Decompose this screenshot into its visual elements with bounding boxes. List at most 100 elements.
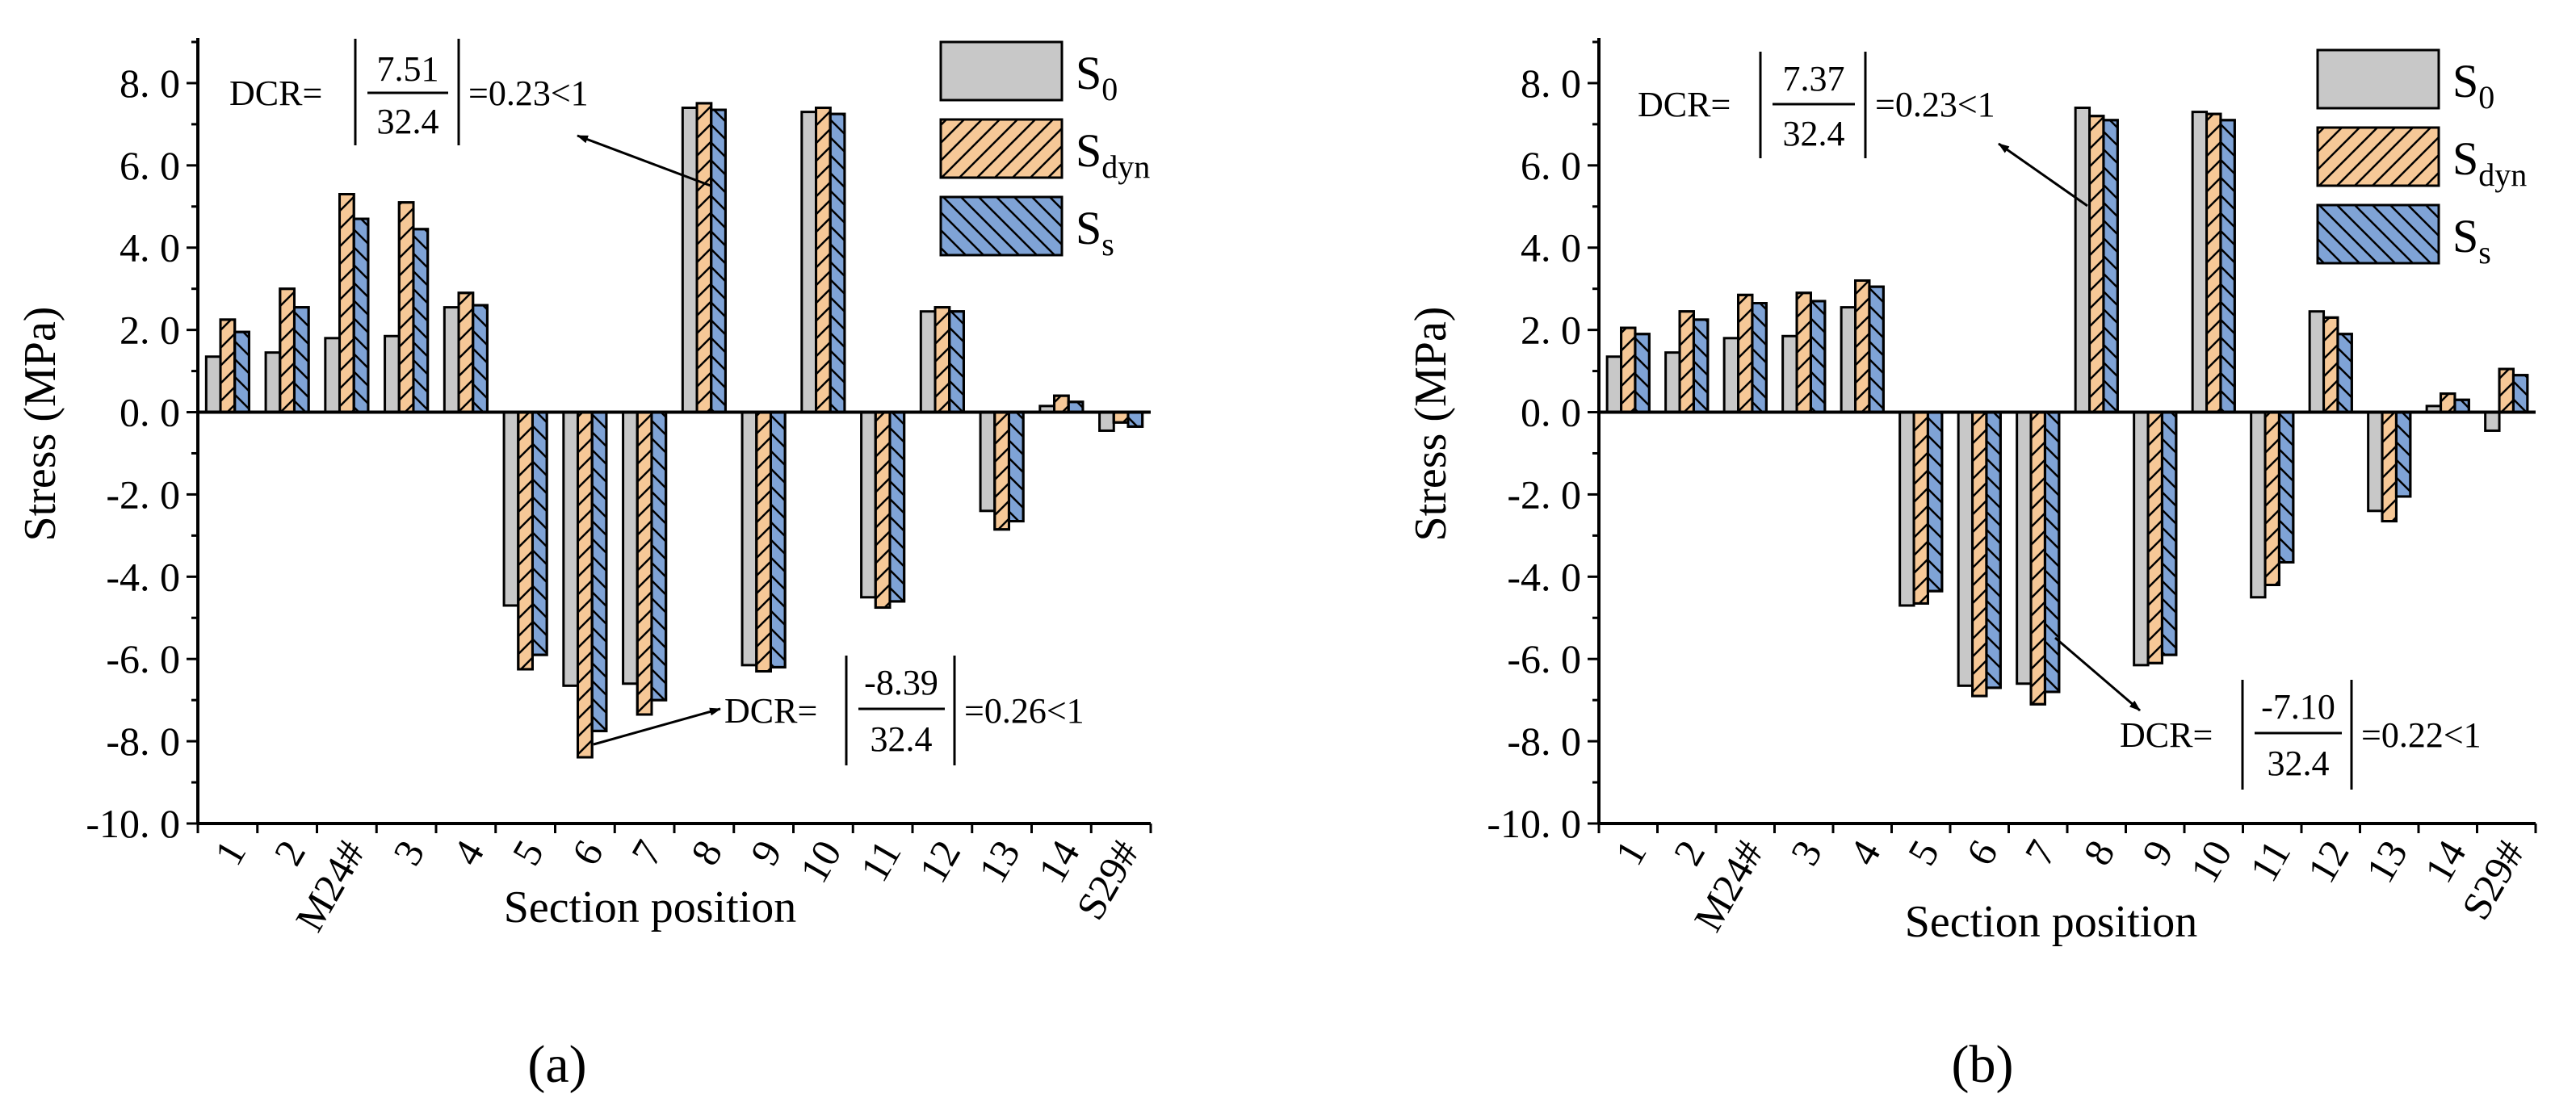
bar-s0-6 [562,411,580,687]
annotation-arrow [2054,636,2141,712]
bar-s0-12 [2308,310,2326,414]
bar-s0-3 [1781,334,1798,414]
x-tick-label-7: 7 [2016,832,2065,873]
x-tick-label-5: 5 [1898,832,1948,873]
bar-hatch-sdyn-7 [636,411,653,716]
legend-label-sdyn: Sdyn [1076,124,1150,185]
dcr-result: =0.26<1 [964,691,1085,731]
bar-hatch-ss-12 [948,310,965,414]
bar-hatch-ss-7 [650,411,668,702]
x-tick-label-12: 12 [910,832,969,890]
bar-s0-4 [443,306,460,414]
legend-label-s0: S0 [2452,55,2494,115]
x-tick-label-7: 7 [623,832,672,873]
y-tick-label: 0. 0 [1521,390,1581,435]
bar-hatch-ss-8 [2102,119,2119,414]
dcr-numerator: -7.10 [2261,687,2335,727]
y-axis-title-a: Stress (MPa) [15,307,65,542]
bar-hatch-sdyn-5 [1912,411,1929,605]
bar-s0-10 [2191,111,2209,414]
x-tick-label-5: 5 [503,832,552,873]
bar-hatch-ss-1 [1634,333,1651,414]
x-tick-label-6: 6 [1957,832,2007,873]
bar-hatch-ss-10 [829,112,846,414]
bar-s0-2 [264,351,282,414]
dcr-prefix: DCR= [1638,85,1731,124]
x-tick-label-1: 1 [205,832,254,873]
bar-hatch-sdyn-8 [2088,115,2105,414]
x-tick-label-1: 1 [1606,832,1655,873]
y-tick-label: -6. 0 [106,636,180,681]
bar-hatch-sdyn-M24# [1737,293,1754,414]
bar-hatch-sdyn-13 [993,411,1010,531]
legend-label-sdyn: Sdyn [2452,132,2527,193]
bar-hatch-ss-2 [292,306,310,414]
x-tick-label-3: 3 [384,832,434,873]
bar-s0-M24# [324,337,342,414]
bar-hatch-ss-12 [2336,333,2353,414]
y-tick-label: 6. 0 [1521,143,1581,188]
y-tick-label: -4. 0 [1507,554,1581,599]
legend-label-ss: Ss [2452,210,2491,270]
bar-hatch-ss-M24# [352,217,370,414]
x-tick-label-13: 13 [970,832,1029,890]
x-tick-label-14: 14 [1029,832,1088,890]
bar-hatch-sdyn-1 [1620,326,1637,414]
bar-hatch-sdyn-8 [695,102,713,414]
bar-hatch-ss-13 [1007,411,1025,523]
bar-hatch-sdyn-1 [219,318,237,414]
bar-hatch-ss-9 [2160,411,2178,656]
legend-hatch-ss [939,195,1064,257]
dcr-prefix: DCR= [724,691,817,731]
x-tick-label-3: 3 [1781,832,1831,873]
legend-swatch-s0 [939,40,1064,102]
bar-hatch-sdyn-14 [1053,394,1070,414]
bar-s0-7 [2016,411,2033,685]
dcr-result: =0.23<1 [468,73,589,113]
bar-s0-7 [622,411,639,685]
dcr-annotation-lower-a: DCR= -8.39 32.4 =0.26<1 [593,656,1085,765]
x-tick-label-11: 11 [851,832,910,889]
bar-hatch-ss-6 [590,411,608,732]
bar-hatch-ss-2 [1692,318,1710,414]
bar-hatch-sdyn-6 [1971,411,1988,698]
bar-hatch-sdyn-14 [2440,392,2456,414]
bar-s0-6 [1957,411,1974,687]
dcr-denominator: 32.4 [1783,114,1845,153]
bar-s0-2 [1664,351,1681,414]
bar-hatch-sdyn-M24# [338,193,355,414]
bar-hatch-ss-5 [1926,411,1944,593]
y-tick-label: -8. 0 [106,719,180,764]
bar-hatch-ss-7 [2043,411,2061,694]
dcr-prefix: DCR= [229,73,322,113]
y-tick-label: 8. 0 [120,61,180,106]
legend-label-ss: Ss [1076,202,1114,262]
y-tick-label: -2. 0 [1507,471,1581,517]
x-tick-label-8: 8 [682,832,731,873]
dcr-annotation-upper-a: DCR= 7.51 32.4 =0.23<1 [229,39,711,187]
bar-hatch-sdyn-11 [874,411,892,610]
y-tick-label: 8. 0 [1521,61,1581,106]
x-tick-label-2: 2 [265,832,314,873]
dcr-annotation-upper-b: DCR= 7.37 32.4 =0.23<1 [1638,52,2088,207]
y-tick-label: 2. 0 [120,308,180,353]
bar-s0-M24# [1722,337,1740,414]
bar-hatch-ss-13 [2394,411,2412,498]
bar-hatch-sdyn-S29# [2498,367,2515,414]
bar-s0-13 [979,411,996,513]
bar-hatch-ss-11 [888,411,906,603]
bar-hatch-sdyn-3 [1795,291,1812,414]
bar-s0-11 [2250,411,2267,599]
bar-hatch-sdyn-4 [457,291,475,414]
dcr-annotation-lower-b: DCR= -7.10 32.4 =0.22<1 [2054,636,2482,790]
bar-hatch-ss-4 [472,304,489,414]
bar-hatch-sdyn-4 [1854,279,1871,414]
dcr-denominator: 32.4 [377,102,439,141]
legend-hatch-sdyn [2316,126,2440,187]
y-tick-label: -10. 0 [86,801,180,846]
bar-s0-3 [384,334,401,414]
y-tick-label: 6. 0 [120,143,180,188]
x-tick-label-4: 4 [443,832,493,873]
bar-s0-1 [1605,355,1623,414]
dcr-result: =0.23<1 [1875,85,1995,124]
